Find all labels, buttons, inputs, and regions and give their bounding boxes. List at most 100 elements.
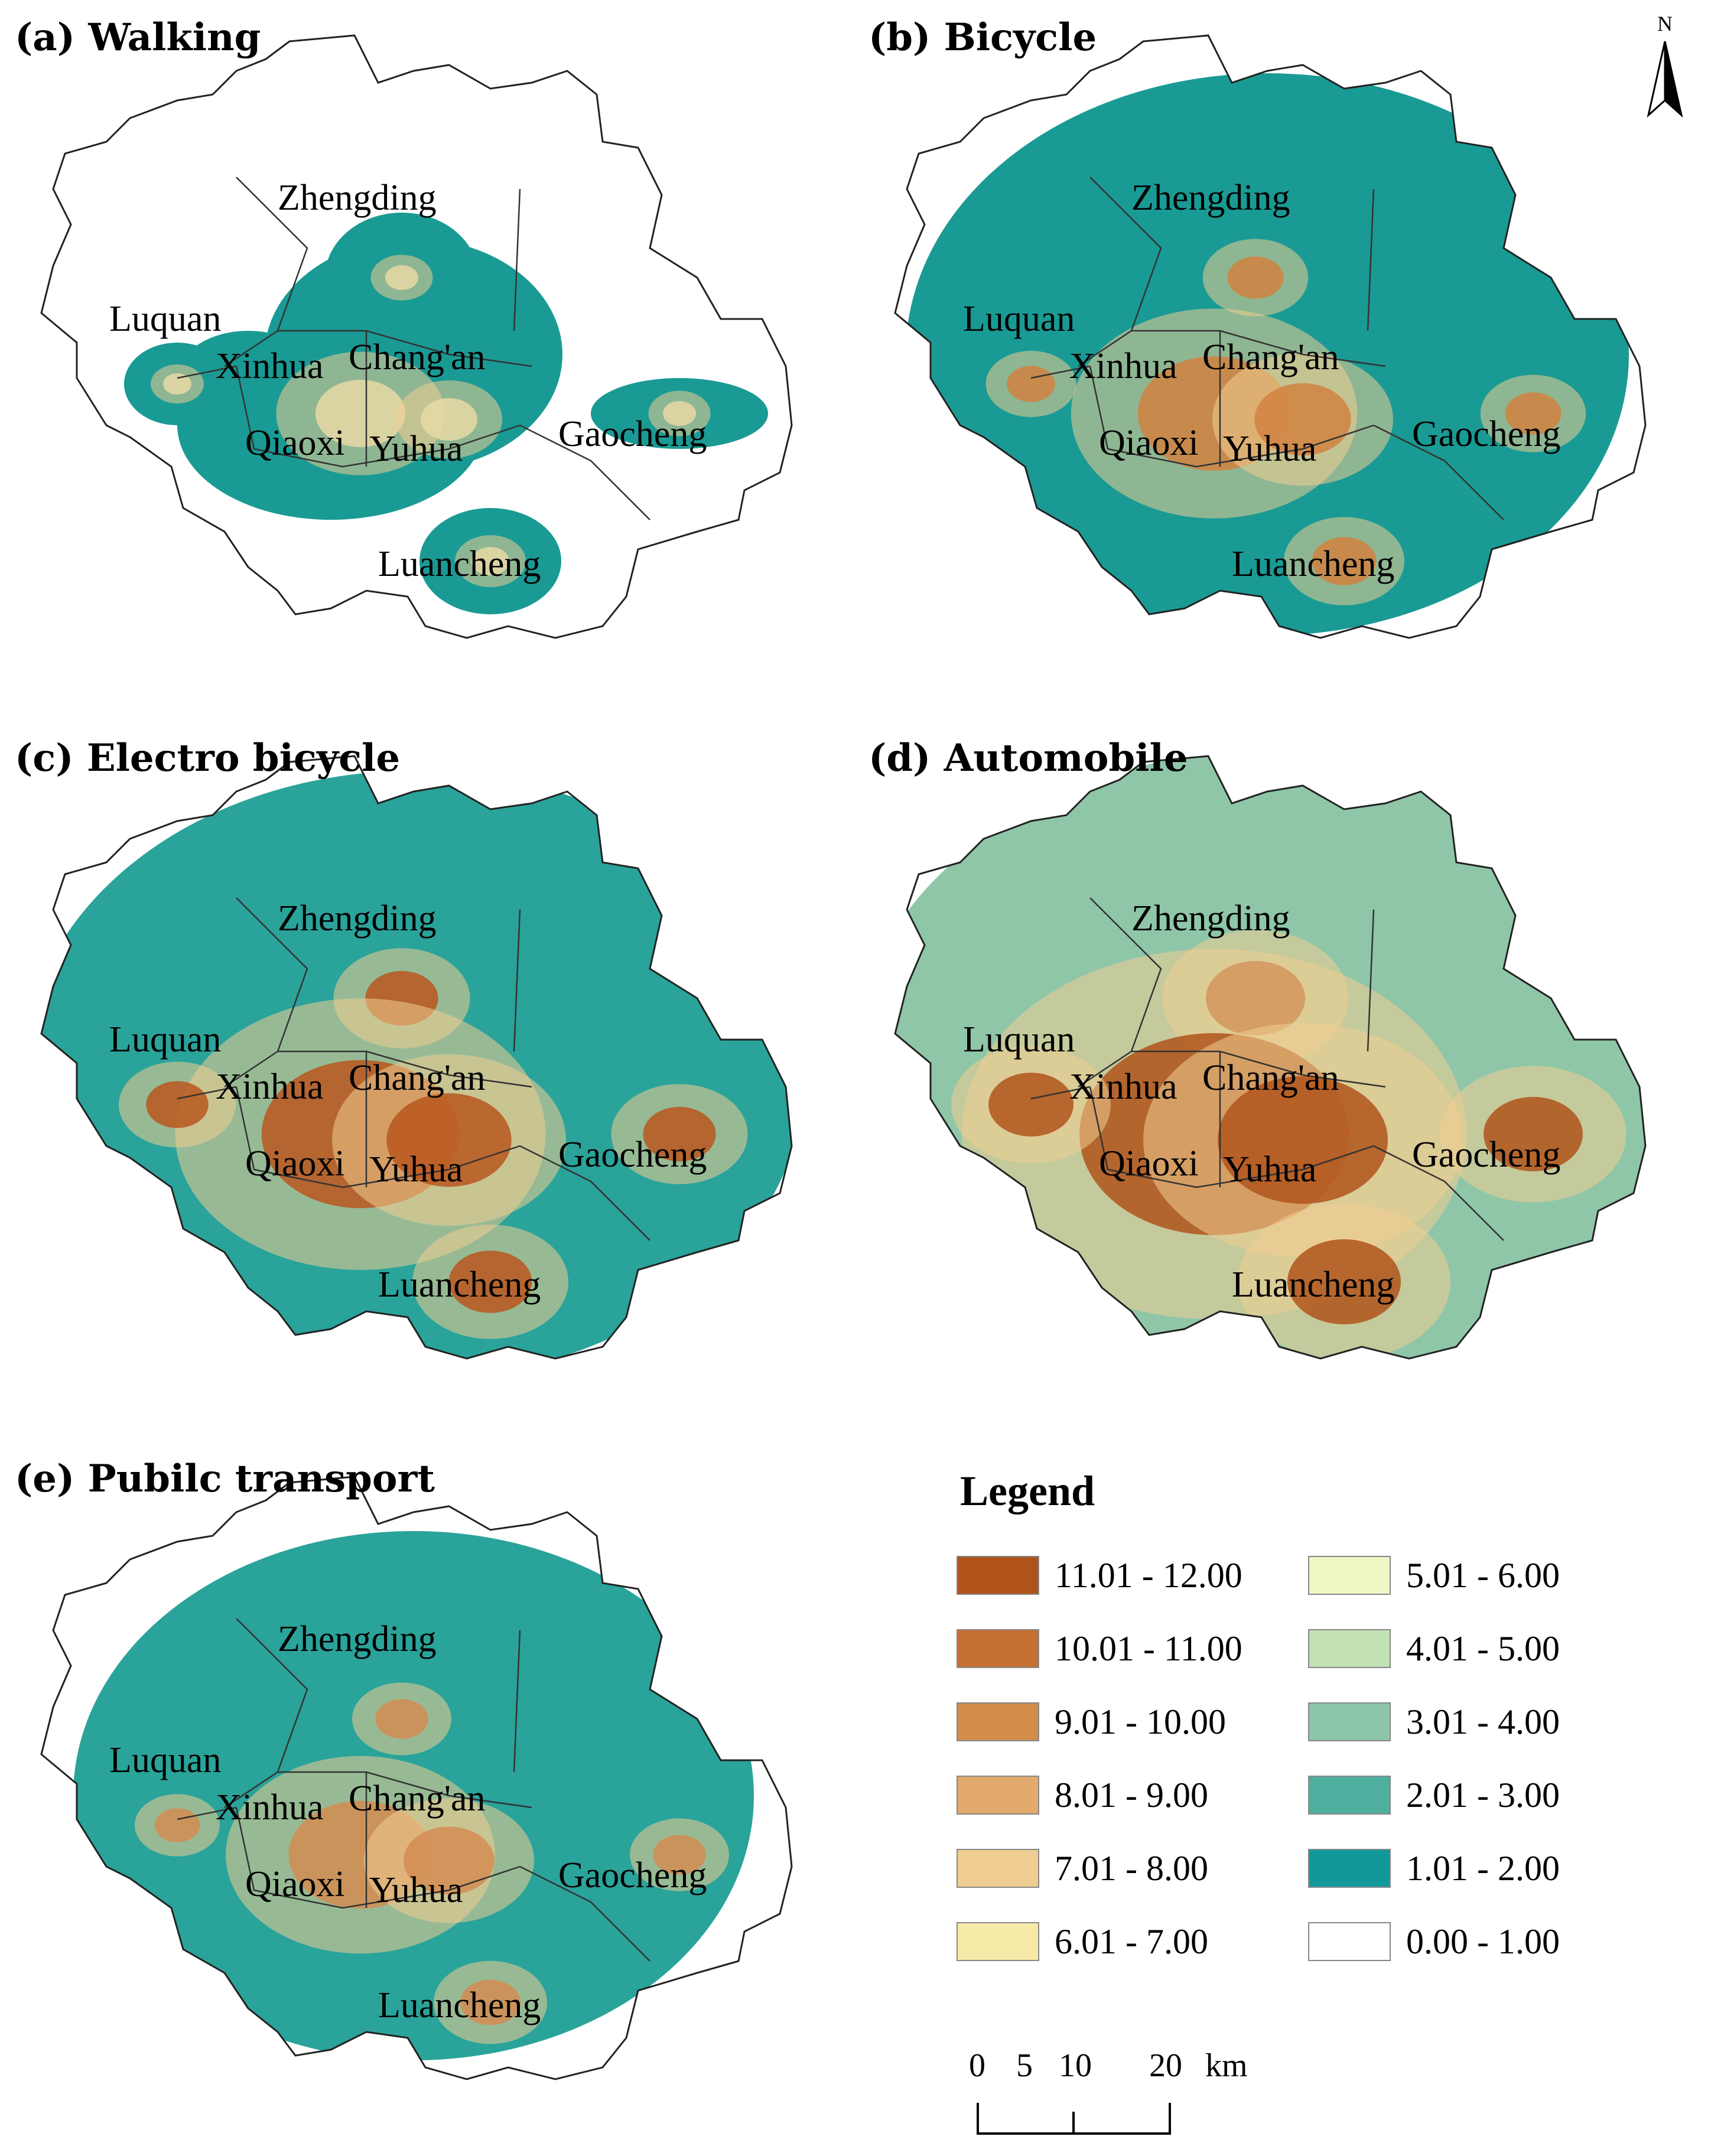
district-boundaries — [1030, 177, 1504, 520]
legend-swatch — [957, 1776, 1039, 1815]
district-label-qiaoxi: Qiaoxi — [245, 1864, 345, 1904]
legend-label: 2.01 - 3.00 — [1406, 1776, 1560, 1815]
panel-title: (a) Walking — [15, 15, 261, 60]
panel-title: (e) Pubilc transport — [15, 1457, 435, 1501]
district-label-changan: Chang'an — [349, 1779, 486, 1819]
north-arrow: N — [1647, 12, 1683, 118]
district-label-luancheng: Luancheng — [1232, 1265, 1394, 1305]
district-label-luquan: Luquan — [963, 299, 1075, 339]
legend-label: 4.01 - 5.00 — [1406, 1629, 1560, 1668]
legend-swatch — [1308, 1556, 1391, 1595]
district-label-luquan: Luquan — [109, 1020, 221, 1060]
panel-title: (d) Automobile — [868, 736, 1188, 780]
district-label-yuhua: Yuhua — [1223, 1149, 1316, 1190]
map-panel-electro-bicycle: (c) Electro bicycle Zhengding Luquan Xinhua… — [15, 736, 793, 1360]
scale-tick-5: 5 — [1016, 2047, 1033, 2084]
accessibility-hotspot — [146, 1081, 209, 1128]
legend-swatch — [1308, 1702, 1391, 1741]
district-label-luancheng: Luancheng — [378, 544, 541, 584]
legend-label: 3.01 - 4.00 — [1406, 1702, 1560, 1741]
district-label-qiaoxi: Qiaoxi — [1099, 423, 1199, 463]
accessibility-hotspot — [988, 1073, 1074, 1136]
district-label-xinhua: Xinhua — [1069, 1067, 1177, 1107]
accessibility-hotspot — [385, 265, 418, 290]
legend-label: 7.01 - 8.00 — [1055, 1849, 1208, 1888]
district-label-gaocheng: Gaocheng — [1412, 1135, 1560, 1175]
scale-bar-line — [977, 2103, 1171, 2135]
map-panel-automobile: (d) Automobile Zhengding Luquan Xinhua Chang… — [868, 736, 1647, 1360]
legend-swatch — [957, 1702, 1039, 1741]
district-label-gaocheng: Gaocheng — [558, 1855, 707, 1896]
district-label-zhengding: Zhengding — [278, 178, 437, 218]
legend-swatch — [957, 1922, 1039, 1961]
accessibility-hotspot — [1505, 392, 1562, 435]
legend: Legend 11.01 - 12.00 10.01 - 11.00 9.01 - … — [957, 1467, 1560, 1961]
legend-label: 8.01 - 9.00 — [1055, 1776, 1208, 1815]
district-label-qiaoxi: Qiaoxi — [245, 1144, 345, 1184]
district-label-xinhua: Xinhua — [216, 346, 324, 386]
district-label-zhengding: Zhengding — [278, 898, 437, 939]
district-label-xinhua: Xinhua — [216, 1067, 324, 1107]
scale-tick-0: 0 — [969, 2047, 985, 2084]
legend-swatch — [1308, 1776, 1391, 1815]
accessibility-hotspot — [404, 1826, 495, 1895]
district-label-zhengding: Zhengding — [1131, 178, 1290, 218]
accessibility-hotspot — [1312, 537, 1377, 585]
accessibility-hotspot — [375, 1699, 428, 1739]
scale-bar: 0 5 10 20 km — [969, 2047, 1248, 2135]
panel-title: (c) Electro bicycle — [15, 736, 400, 780]
panel-title: (b) Bicycle — [868, 15, 1097, 60]
accessibility-hotspot — [315, 380, 405, 447]
map-panel-walking: (a) Walking Zhengding Luquan Xinhua Chang'an… — [15, 15, 793, 639]
legend-swatch — [957, 1849, 1039, 1888]
north-arrow-left-icon — [1647, 41, 1666, 118]
scale-tick-10: 10 — [1059, 2047, 1092, 2084]
district-label-gaocheng: Gaocheng — [558, 1135, 707, 1175]
district-label-xinhua: Xinhua — [1069, 346, 1177, 386]
district-label-changan: Chang'an — [1202, 1058, 1339, 1098]
district-label-xinhua: Xinhua — [216, 1787, 324, 1828]
legend-label: 9.01 - 10.00 — [1055, 1702, 1226, 1741]
legend-swatch — [1308, 1629, 1391, 1668]
accessibility-hotspot — [1287, 1239, 1401, 1324]
accessibility-hotspot — [653, 1835, 706, 1875]
north-label: N — [1657, 12, 1673, 35]
district-label-luquan: Luquan — [109, 299, 221, 339]
district-label-yuhua: Yuhua — [1223, 429, 1316, 469]
district-label-yuhua: Yuhua — [369, 1149, 463, 1190]
accessibility-hotspot — [1484, 1097, 1583, 1171]
legend-label: 11.01 - 12.00 — [1055, 1556, 1242, 1595]
map-panel-public-transport: (e) Pubilc transport Zhengding Luquan Xinhu… — [15, 1457, 793, 2080]
accessibility-hotspot — [460, 1979, 521, 2025]
district-label-qiaoxi: Qiaoxi — [245, 423, 345, 463]
accessibility-hotspot — [163, 373, 191, 395]
district-label-luquan: Luquan — [963, 1020, 1075, 1060]
legend-swatch — [957, 1556, 1039, 1595]
district-label-qiaoxi: Qiaoxi — [1099, 1144, 1199, 1184]
district-label-yuhua: Yuhua — [369, 429, 463, 469]
accessibility-hotspot — [663, 401, 696, 426]
district-label-changan: Chang'an — [349, 337, 486, 377]
legend-label: 5.01 - 6.00 — [1406, 1556, 1560, 1595]
legend-title: Legend — [960, 1467, 1095, 1515]
scale-tick-20: 20 — [1149, 2047, 1182, 2084]
accessibility-hotspot — [1254, 383, 1351, 456]
district-label-changan: Chang'an — [1202, 337, 1339, 377]
map-panel-bicycle: (b) Bicycle Zhengding Luquan Xinhua Chang'an… — [868, 15, 1647, 639]
district-label-zhengding: Zhengding — [1131, 898, 1290, 939]
accessibility-hotspot — [1218, 1076, 1388, 1204]
district-boundaries — [177, 1618, 650, 1962]
district-label-luancheng: Luancheng — [378, 1265, 541, 1305]
district-boundaries — [177, 177, 650, 520]
district-label-yuhua: Yuhua — [369, 1870, 463, 1910]
accessibility-hotspot — [643, 1106, 716, 1162]
accessibility-hotspot — [386, 1093, 512, 1187]
legend-swatch — [1308, 1849, 1391, 1888]
district-boundaries — [1030, 897, 1504, 1241]
accessibility-hotspot — [421, 398, 477, 441]
district-boundaries — [177, 897, 650, 1241]
legend-label: 0.00 - 1.00 — [1406, 1922, 1560, 1961]
legend-label: 6.01 - 7.00 — [1055, 1922, 1208, 1961]
legend-label: 10.01 - 11.00 — [1055, 1629, 1242, 1668]
